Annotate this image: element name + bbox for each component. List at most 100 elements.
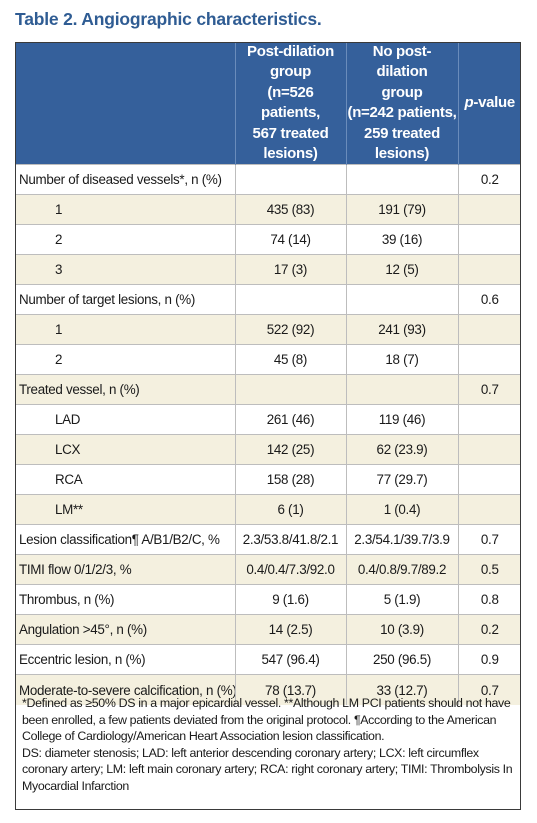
row-label: 1 [15,194,236,225]
no-post-dilation-value: 0.4/0.8/9.7/89.2 [346,554,459,585]
header-line: (n=526 patients, [261,83,320,122]
p-value [458,314,521,345]
header-post-dilation: Post-dilation group (n=526 patients, 567… [235,42,347,165]
table-row: LCX 142 (25) 62 (23.9) [15,434,521,465]
p-value [458,224,521,255]
post-dilation-value: 45 (8) [235,344,347,375]
table-row: LAD 261 (46) 119 (46) [15,404,521,435]
header-p-value: p-value [458,42,521,165]
row-label: Thrombus, n (%) [15,584,236,615]
no-post-dilation-value [346,164,459,195]
p-value: 0.2 [458,614,521,645]
no-post-dilation-value: 12 (5) [346,254,459,285]
header-line: Post-dilation [247,43,334,60]
post-dilation-value: 158 (28) [235,464,347,495]
p-value [458,254,521,285]
table-frame [15,42,521,810]
row-label: Number of target lesions, n (%) [15,284,236,315]
row-label: TIMI flow 0/1/2/3, % [15,554,236,585]
row-label: Number of diseased vessels*, n (%) [15,164,236,195]
table-row: Lesion classification¶ A/B1/B2/C, % 2.3/5… [15,524,521,555]
header-no-post-dilation: No post-dilation group (n=242 patients, … [346,42,459,165]
post-dilation-value: 142 (25) [235,434,347,465]
row-label: 2 [15,344,236,375]
table-row: LM** 6 (1) 1 (0.4) [15,494,521,525]
p-value [458,194,521,225]
header-line: No post-dilation [372,43,432,81]
no-post-dilation-value [346,374,459,405]
table-row: Treated vessel, n (%) 0.7 [15,374,521,405]
header-row: Post-dilation group (n=526 patients, 567… [15,42,521,165]
header-line: group [381,83,423,101]
post-dilation-value: 2.3/53.8/41.8/2.1 [235,524,347,555]
p-value [458,404,521,435]
post-dilation-value: 522 (92) [235,314,347,345]
table-row: Number of diseased vessels*, n (%) 0.2 [15,164,521,195]
footnote-abbreviations: DS: diameter stenosis; LAD: left anterio… [22,745,513,793]
header-line: (n=242 patients, [347,104,457,122]
no-post-dilation-value: 119 (46) [346,404,459,435]
table-row: 1 522 (92) 241 (93) [15,314,521,345]
no-post-dilation-value: 191 (79) [346,194,459,225]
no-post-dilation-value: 10 (3.9) [346,614,459,645]
no-post-dilation-value: 241 (93) [346,314,459,345]
no-post-dilation-value: 5 (1.9) [346,584,459,615]
footnote-definitions: *Defined as ≥50% DS in a major epicardia… [22,696,511,744]
row-label: 1 [15,314,236,345]
row-label: LAD [15,404,236,435]
no-post-dilation-value: 62 (23.9) [346,434,459,465]
table-row: Thrombus, n (%) 9 (1.6) 5 (1.9) 0.8 [15,584,521,615]
table-row: Eccentric lesion, n (%) 547 (96.4) 250 (96… [15,644,521,675]
no-post-dilation-value: 39 (16) [346,224,459,255]
post-dilation-value: 17 (3) [235,254,347,285]
p-value: 0.8 [458,584,521,615]
p-value: 0.5 [458,554,521,585]
no-post-dilation-value: 2.3/54.1/39.7/3.9 [346,524,459,555]
post-dilation-value: 261 (46) [235,404,347,435]
table-body: Number of diseased vessels*, n (%) 0.2 1 43… [15,164,521,705]
no-post-dilation-value [346,284,459,315]
no-post-dilation-value: 18 (7) [346,344,459,375]
table-row: TIMI flow 0/1/2/3, % 0.4/0.4/7.3/92.0 0.4/… [15,554,521,585]
post-dilation-value: 0.4/0.4/7.3/92.0 [235,554,347,585]
p-value: 0.6 [458,284,521,315]
p-value: 0.2 [458,164,521,195]
table-title: Table 2. Angiographic characteristics. [15,9,322,29]
p-italic: p [464,94,474,112]
p-value [458,344,521,375]
header-characteristic [15,42,236,165]
p-suffix: -value [473,94,515,112]
footnote: *Defined as ≥50% DS in a major epicardia… [22,695,514,795]
p-value: 0.7 [458,674,521,705]
p-value [458,464,521,495]
row-label: LM** [15,494,236,525]
row-label: Moderate-to-severe calcification, n (%) [15,674,236,705]
table-row: Number of target lesions, n (%) 0.6 [15,284,521,315]
table-row: 2 45 (8) 18 (7) [15,344,521,375]
table-row: RCA 158 (28) 77 (29.7) [15,464,521,495]
row-label: RCA [15,464,236,495]
post-dilation-value: 6 (1) [235,494,347,525]
no-post-dilation-value: 1 (0.4) [346,494,459,525]
table-row: 1 435 (83) 191 (79) [15,194,521,225]
angiographic-table: Post-dilation group (n=526 patients, 567… [15,42,521,705]
p-value [458,434,521,465]
row-label: LCX [15,434,236,465]
p-value [458,494,521,525]
p-value: 0.9 [458,644,521,675]
header-line: 259 treated [364,124,440,142]
row-label: Treated vessel, n (%) [15,374,236,405]
p-value: 0.7 [458,374,521,405]
header-line: group [270,63,311,81]
no-post-dilation-value: 33 (12.7) [346,674,459,705]
row-label: 2 [15,224,236,255]
post-dilation-value [235,284,347,315]
row-label: Eccentric lesion, n (%) [15,644,236,675]
post-dilation-value: 74 (14) [235,224,347,255]
no-post-dilation-value: 250 (96.5) [346,644,459,675]
post-dilation-value [235,164,347,195]
header-line: lesions) [263,145,318,163]
post-dilation-value [235,374,347,405]
row-label: Angulation >45°, n (%) [15,614,236,645]
